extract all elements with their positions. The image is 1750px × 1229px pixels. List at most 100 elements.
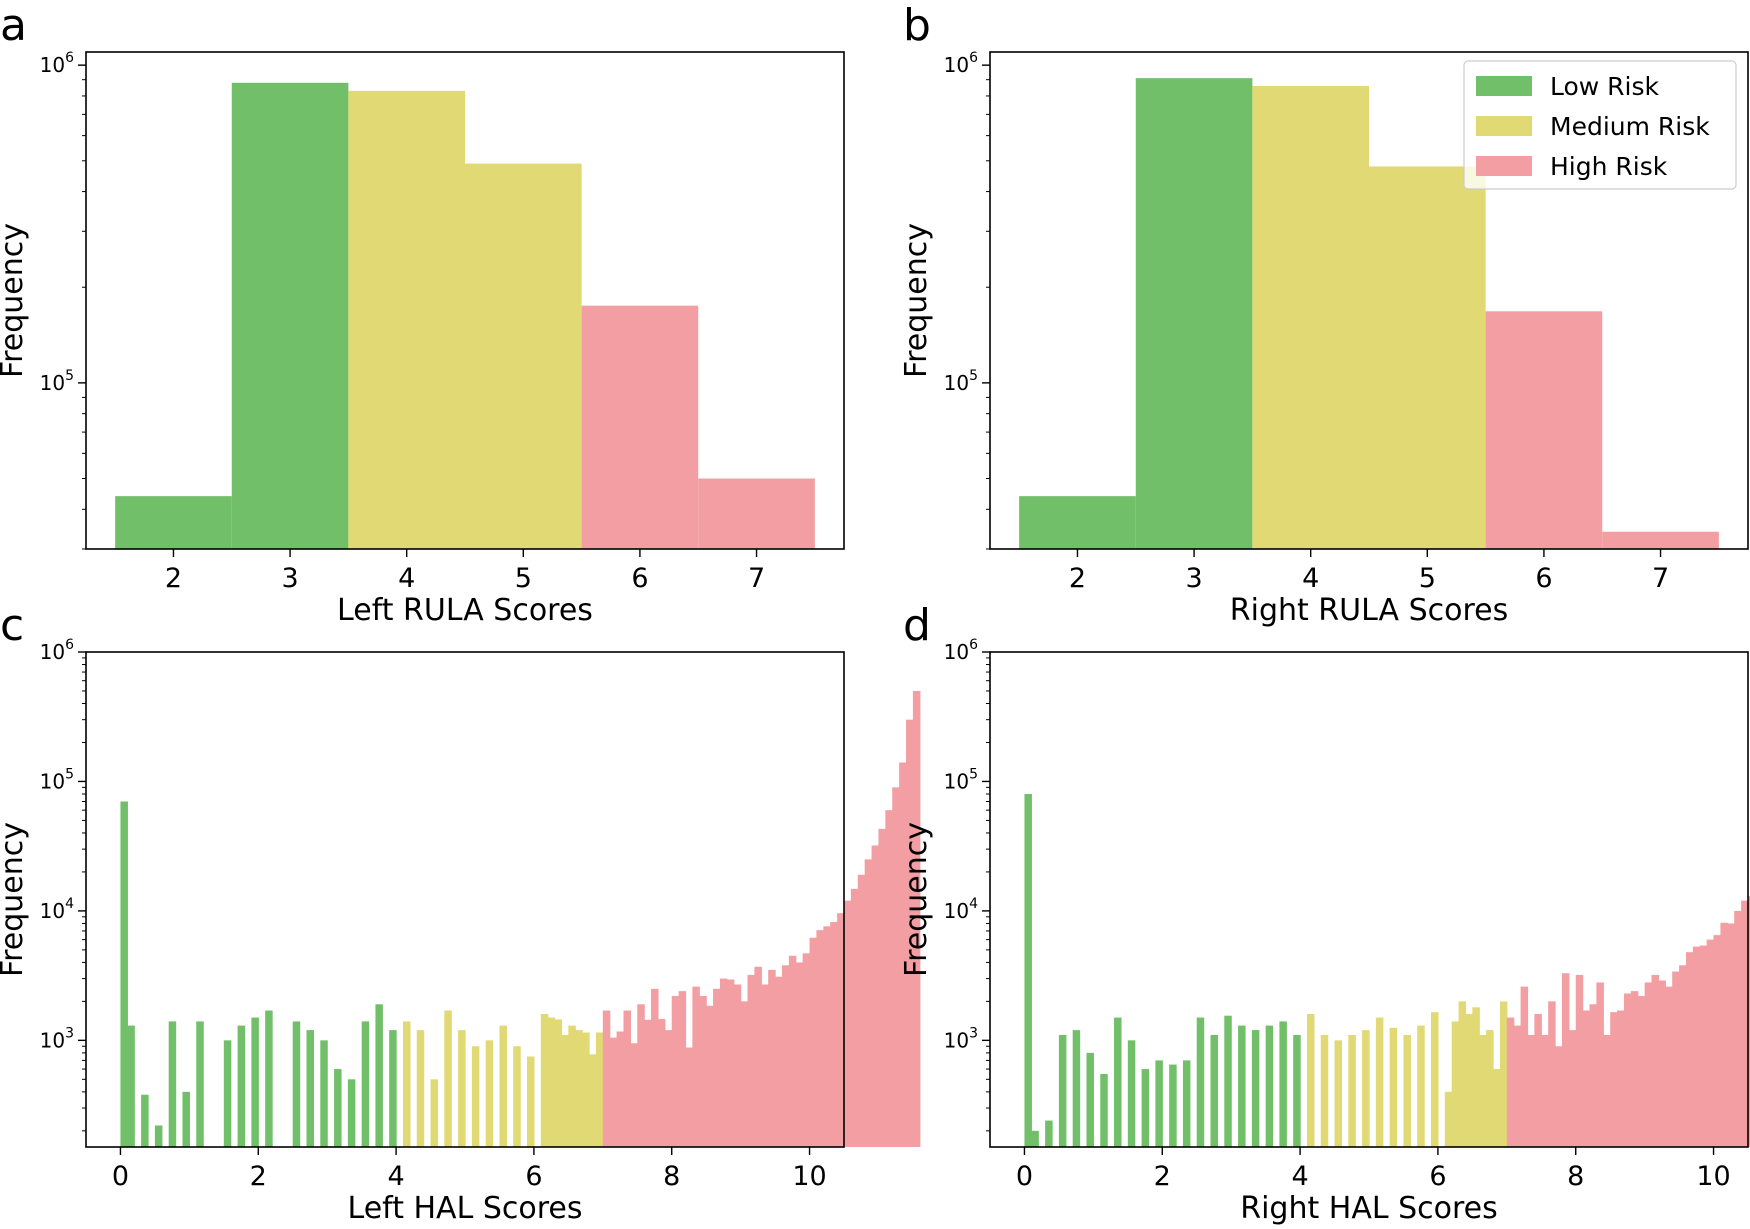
y-axis-label: Frequency: [899, 822, 934, 977]
x-tick-label: 10: [792, 1161, 826, 1192]
bar-medium: [1486, 1030, 1494, 1147]
bar-medium: [444, 1010, 452, 1147]
bar-medium: [1362, 1030, 1370, 1147]
bar-low: [223, 1040, 232, 1147]
bar-low: [182, 1091, 190, 1147]
bar-medium: [513, 1046, 521, 1147]
bar-low: [1182, 1060, 1191, 1147]
y-tick-label: 104: [944, 896, 978, 923]
bar-high: [1665, 986, 1673, 1147]
bar-low: [292, 1021, 301, 1147]
panel-label: d: [903, 600, 931, 651]
bar-high: [706, 1005, 714, 1147]
bar-high: [1603, 1034, 1611, 1147]
y-tick-label: 103: [40, 1025, 74, 1052]
legend-swatch: [1476, 156, 1532, 176]
x-tick-label: 10: [1696, 1161, 1730, 1192]
bar-low: [231, 82, 349, 550]
bar-medium: [1369, 166, 1486, 549]
bar-medium: [1472, 1007, 1480, 1147]
bar-high: [1575, 974, 1584, 1147]
x-axis-label: Right RULA Scores: [1230, 593, 1508, 628]
bar-medium: [1444, 1091, 1453, 1147]
bar-high: [581, 305, 699, 549]
bar-high: [754, 966, 762, 1147]
x-tick-label: 7: [1652, 563, 1669, 594]
bar-high: [768, 969, 776, 1147]
bar-low: [196, 1021, 204, 1147]
bar-low: [1141, 1069, 1150, 1147]
y-tick-label: 105: [40, 766, 74, 793]
bar-high: [630, 1043, 638, 1147]
x-tick-label: 8: [1567, 1161, 1584, 1192]
bar-high: [1582, 1010, 1591, 1147]
bar-high: [685, 1047, 693, 1147]
bar-low: [1072, 1030, 1081, 1147]
bar-medium: [430, 1079, 439, 1147]
bar-medium: [499, 1025, 507, 1147]
bar-low: [141, 1094, 149, 1147]
bar-low: [375, 1004, 383, 1147]
bar-high: [1672, 971, 1680, 1147]
bar-high: [1617, 1010, 1625, 1147]
bar-high: [1630, 991, 1639, 1147]
bar-high: [1679, 965, 1687, 1147]
x-axis-label: Right HAL Scores: [1240, 1191, 1498, 1226]
bar-low: [1293, 1034, 1301, 1147]
x-tick-label: 6: [1429, 1161, 1446, 1192]
bar-medium: [1479, 1034, 1487, 1147]
bar-low: [334, 1069, 342, 1147]
bar-high: [781, 965, 790, 1147]
y-axis-label: Frequency: [0, 822, 30, 977]
bar-high: [1610, 1012, 1618, 1147]
bar-high: [1741, 900, 1749, 1147]
bars: [115, 82, 815, 550]
bar-low: [1210, 1034, 1218, 1147]
bar-high: [698, 478, 815, 549]
bar-high: [1623, 993, 1632, 1147]
x-tick-label: 2: [1069, 563, 1086, 594]
panel-b: b 2 3 4 5 6 7 105 106 Right RULA Scores Frequency L…: [899, 0, 1749, 628]
bar-low: [127, 1025, 135, 1147]
bar-medium: [471, 1046, 480, 1147]
x-tick-label: 0: [1016, 1161, 1033, 1192]
x-tick-label: 2: [165, 563, 182, 594]
bar-medium: [561, 1034, 569, 1147]
panel-c: c 0 2 4 6 8 10 103 104 105 106 Left HAL Scores Frequ…: [0, 600, 921, 1226]
bar-high: [775, 976, 783, 1147]
x-axis-label: Left RULA Scores: [337, 593, 593, 628]
bar-medium: [575, 1030, 583, 1147]
bar-medium: [1375, 1017, 1384, 1147]
bar-low: [1127, 1040, 1136, 1147]
bar-high: [1561, 973, 1570, 1147]
bar-high: [761, 984, 769, 1147]
bar-high: [1720, 922, 1728, 1147]
bar-high: [637, 1004, 645, 1147]
bar-low: [1058, 1034, 1067, 1147]
bar-high: [878, 828, 886, 1147]
bar-low: [389, 1030, 397, 1147]
bar-high: [678, 991, 687, 1147]
bar-medium: [1451, 1021, 1460, 1147]
y-tick-label: 105: [944, 766, 978, 793]
bar-high: [609, 1037, 618, 1147]
y-axis-label: Frequency: [899, 223, 934, 378]
x-tick-label: 4: [387, 1161, 404, 1192]
bar-medium: [458, 1030, 466, 1147]
legend-label: Low Risk: [1550, 72, 1660, 101]
bar-high: [1713, 935, 1722, 1147]
bar-high: [1748, 896, 1750, 1147]
bar-medium: [402, 1021, 411, 1147]
x-tick-label: 2: [250, 1161, 267, 1192]
x-tick-label: 6: [631, 563, 648, 594]
bar-low: [1031, 1130, 1039, 1147]
bar-high: [830, 922, 838, 1147]
bar-high: [1644, 982, 1653, 1147]
bar-medium: [348, 90, 465, 550]
bar-medium: [1458, 1001, 1467, 1147]
x-tick-label: 4: [1302, 563, 1319, 594]
bar-high: [899, 762, 907, 1147]
bar-low: [320, 1040, 328, 1147]
bar-high: [892, 787, 900, 1147]
bar-high: [844, 900, 852, 1147]
